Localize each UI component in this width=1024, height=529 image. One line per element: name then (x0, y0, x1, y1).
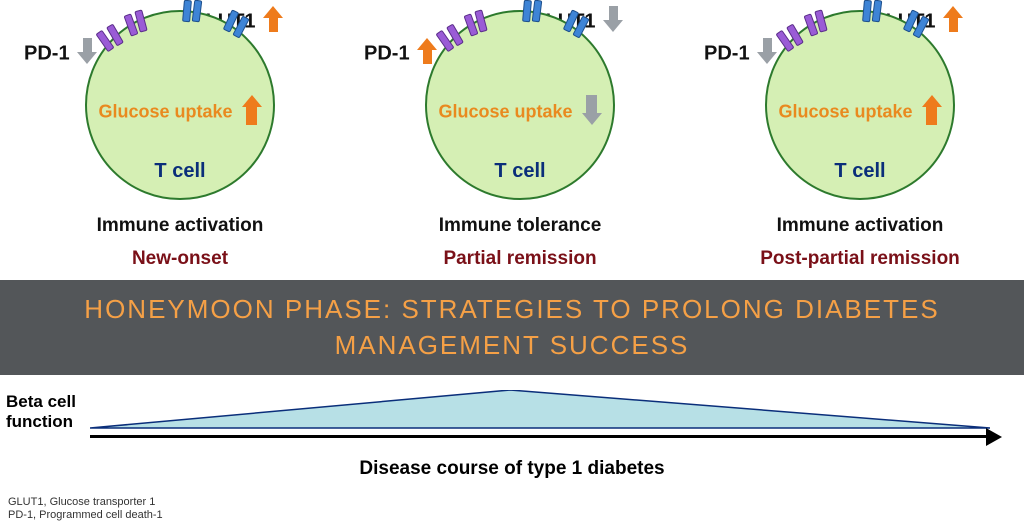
disease-phase-label: Post-partial remission (710, 248, 1010, 270)
glucose-uptake-text: Glucose uptake (438, 101, 572, 121)
glucose-uptake-arrow-icon (242, 109, 262, 129)
pd1-label: PD-1 (24, 38, 97, 70)
glucose-uptake-arrow-icon (582, 109, 602, 129)
pd1-text: PD-1 (364, 42, 410, 64)
pd1-text: PD-1 (704, 42, 750, 64)
tcell-label: T cell (370, 160, 670, 183)
diagram-stage: PD-1 GLUT1 Glucose uptake (0, 0, 1024, 529)
pd1-label: PD-1 (364, 38, 437, 70)
title-overlay: HONEYMOON PHASE: STRATEGIES TO PROLONG D… (0, 280, 1024, 375)
tcell-panel-2: PD-1 GLUT1 Glucose uptake (710, 0, 1010, 200)
axis-line (90, 435, 990, 438)
glucose-uptake-label: Glucose uptake (30, 95, 330, 130)
footnote: GLUT1, Glucose transporter 1 PD-1, Progr… (8, 496, 163, 524)
axis-arrowhead (986, 428, 1002, 446)
glucose-uptake-text: Glucose uptake (778, 101, 912, 121)
tcell-label: T cell (710, 160, 1010, 183)
footnote-line2: PD-1, Programmed cell death-1 (8, 509, 163, 523)
immune-state-label: Immune activation (30, 215, 330, 237)
disease-phase-label: New-onset (30, 248, 330, 270)
axis-caption: Disease course of type 1 diabetes (0, 458, 1024, 480)
glucose-uptake-text: Glucose uptake (98, 101, 232, 121)
glut1-arrow-icon (263, 15, 283, 37)
title-overlay-text: HONEYMOON PHASE: STRATEGIES TO PROLONG D… (60, 292, 964, 362)
footnote-line1: GLUT1, Glucose transporter 1 (8, 496, 163, 510)
glut1-arrow-icon (603, 15, 623, 37)
tcell-panel-0: PD-1 GLUT1 Glucose uptake (30, 0, 330, 200)
tcell-panel-1: PD-1 GLUT1 Glucose uptake (370, 0, 670, 200)
disease-phase-label: Partial remission (370, 248, 670, 270)
glut1-arrow-icon (943, 15, 963, 37)
tcell-label: T cell (30, 160, 330, 183)
pd1-label: PD-1 (704, 38, 777, 70)
beta-cell-label: Beta cell function (6, 392, 86, 431)
glucose-uptake-label: Glucose uptake (370, 95, 670, 130)
glucose-uptake-arrow-icon (922, 109, 942, 129)
pd1-text: PD-1 (24, 42, 70, 64)
immune-state-label: Immune activation (710, 215, 1010, 237)
glucose-uptake-label: Glucose uptake (710, 95, 1010, 130)
beta-cell-wedge (90, 390, 990, 432)
immune-state-label: Immune tolerance (370, 215, 670, 237)
